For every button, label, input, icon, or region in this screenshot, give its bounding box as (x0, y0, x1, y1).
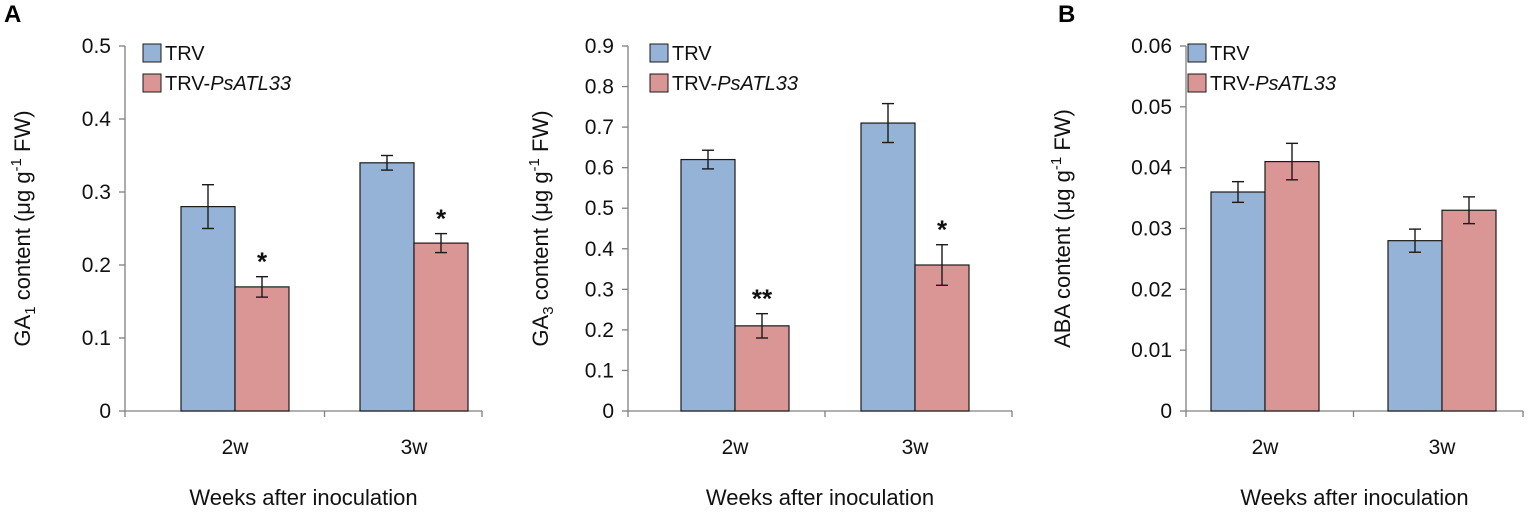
legend-swatch (142, 43, 162, 63)
error-bar (1409, 228, 1421, 253)
legend-label: TRV-PsATL33 (1210, 73, 1336, 95)
error-bar (936, 244, 948, 286)
y-tick-label: 0 (99, 400, 111, 423)
x-category-label: 2w (722, 436, 750, 459)
bar-trv-psatl33-2w (1264, 160, 1320, 412)
x-category-label: 3w (1429, 436, 1457, 459)
panel-letter-a: A (4, 1, 21, 28)
y-tick-label: 0.5 (585, 197, 614, 220)
y-tick-label: 0 (602, 400, 614, 423)
chart-panel-ga1: 0 0.1 0.2 0.3 0.4 0.5 2w 3w * * TRV TRV-PsATL33 Week… (8, 35, 483, 510)
legend-swatch (649, 73, 669, 93)
y-axis-title: GA1 content (μg g-1 FW) (8, 110, 39, 346)
bar-trv-3w (1387, 240, 1443, 412)
legend-label: TRV (1210, 43, 1250, 65)
chart-panel-ga3: 00.10.20.30.40.50.60.70.80.92w 3w***TRVTR… (526, 35, 1013, 510)
x-category-label: 3w (401, 436, 429, 459)
error-bar (381, 154, 393, 171)
legend-swatch (1187, 73, 1207, 93)
error-bar (702, 149, 714, 170)
error-bar (882, 102, 894, 144)
y-tick-label: 0.7 (585, 116, 614, 139)
error-bar (1232, 180, 1244, 204)
y-tick-label: 0.9 (585, 35, 614, 58)
error-bar (202, 183, 214, 230)
x-axis-title: Weeks after inoculation (189, 485, 417, 510)
bar-trv-3w (860, 122, 916, 412)
y-tick-label: 0.1 (585, 359, 614, 382)
y-tick-label: 0 (1160, 400, 1172, 423)
y-tick-label: 0.04 (1131, 157, 1172, 180)
bar-trv-psatl33-3w (413, 242, 469, 412)
y-axis-title: ABA content (μg g-1 FW) (1048, 109, 1075, 348)
bar-trv-psatl33-2w (734, 325, 790, 412)
y-tick-label: 0.1 (82, 327, 111, 350)
error-bar (256, 275, 268, 298)
bar-trv-psatl33-3w (1441, 209, 1497, 412)
bar-trv-psatl33-2w (234, 286, 290, 412)
chart-panel-aba: 0 0.01 0.02 0.03 0.04 0.05 0.06 2w 3w TRV TRV-PsAT… (1048, 35, 1524, 510)
significance-mark: * (436, 204, 447, 234)
y-tick-label: 0.8 (585, 76, 614, 99)
y-axis-title: GA3 content (μg g-1 FW) (526, 110, 557, 346)
bar-trv-psatl33-3w (914, 264, 970, 412)
legend-swatch (649, 43, 669, 63)
y-tick-label: 0.02 (1131, 278, 1172, 301)
bar-trv-2w (1210, 191, 1266, 412)
legend-label: TRV-PsATL33 (672, 73, 798, 95)
y-tick-label: 0.06 (1131, 35, 1172, 58)
error-bar (435, 232, 447, 254)
y-tick-label: 0.4 (82, 108, 112, 131)
error-bar (756, 312, 768, 339)
legend-swatch (1187, 43, 1207, 63)
bar-trv-2w (180, 206, 236, 412)
y-tick-label: 0.5 (82, 35, 111, 58)
error-bar (1463, 196, 1475, 225)
x-axis-title: Weeks after inoculation (1240, 485, 1468, 510)
y-tick-label: 0.01 (1131, 339, 1172, 362)
y-tick-label: 0.2 (585, 319, 614, 342)
legend-label: TRV (672, 43, 712, 65)
legend-label: TRV-PsATL33 (165, 73, 291, 95)
significance-mark: * (937, 215, 948, 245)
significance-mark: ** (752, 284, 773, 314)
x-category-label: 2w (222, 436, 250, 459)
y-tick-label: 0.03 (1131, 218, 1172, 241)
y-tick-label: 0.3 (82, 181, 111, 204)
x-category-label: 3w (902, 436, 930, 459)
x-axis-title: Weeks after inoculation (706, 485, 934, 510)
legend-swatch (142, 73, 162, 93)
error-bar (1286, 142, 1298, 181)
y-tick-label: 0.6 (585, 157, 614, 180)
legend-label: TRV (165, 43, 205, 65)
y-tick-label: 0.3 (585, 278, 614, 301)
bar-trv-2w (680, 158, 736, 412)
y-tick-label: 0.05 (1131, 96, 1172, 119)
panel-letter-b: B (1058, 1, 1075, 28)
y-tick-label: 0.2 (82, 254, 111, 277)
bar-trv-3w (359, 162, 415, 412)
y-tick-label: 0.4 (585, 238, 615, 261)
x-category-label: 2w (1252, 436, 1280, 459)
significance-mark: * (257, 247, 268, 277)
